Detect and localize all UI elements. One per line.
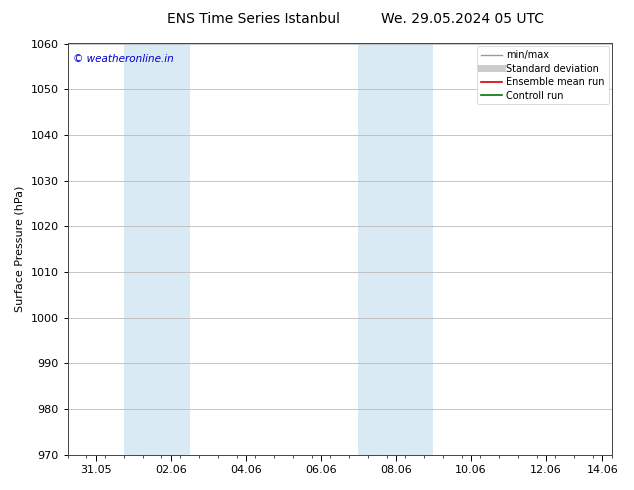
Y-axis label: Surface Pressure (hPa): Surface Pressure (hPa) [15, 186, 25, 312]
Bar [358, 44, 434, 455]
Text: We. 29.05.2024 05 UTC: We. 29.05.2024 05 UTC [381, 12, 545, 26]
Text: ENS Time Series Istanbul: ENS Time Series Istanbul [167, 12, 340, 26]
Bar [124, 44, 190, 455]
Text: © weatheronline.in: © weatheronline.in [73, 54, 174, 64]
Legend: min/max, Standard deviation, Ensemble mean run, Controll run: min/max, Standard deviation, Ensemble me… [477, 47, 609, 104]
